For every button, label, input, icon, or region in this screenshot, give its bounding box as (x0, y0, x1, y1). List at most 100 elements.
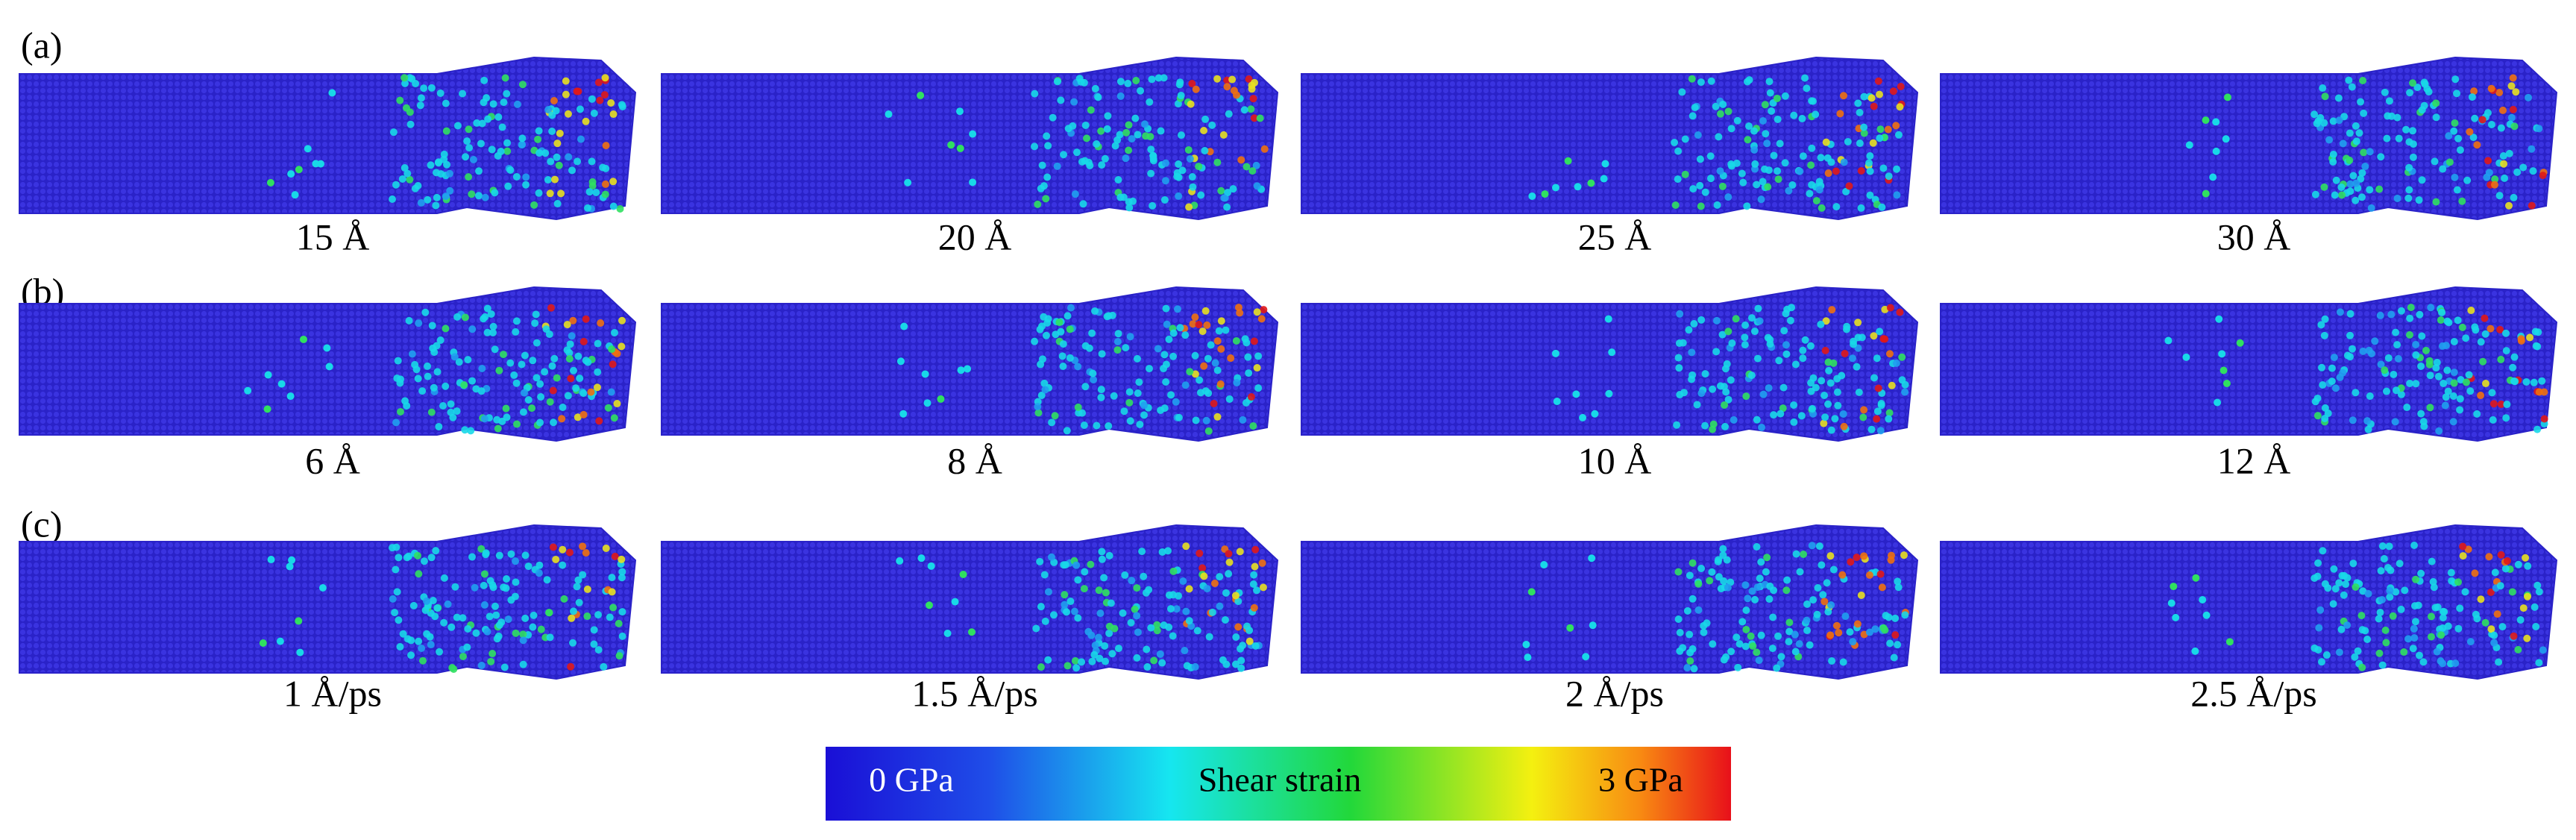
strain-atom (288, 556, 296, 564)
strain-atom (2407, 304, 2415, 312)
strain-atom (1719, 545, 1727, 553)
strain-atom (1125, 398, 1134, 407)
strain-atom (1074, 403, 1082, 411)
strain-atom (1167, 391, 1175, 399)
strain-atom (244, 386, 252, 395)
strain-atom (1734, 663, 1742, 671)
strain-atom (394, 357, 402, 365)
strain-atom (607, 388, 615, 396)
strain-atom (1728, 339, 1736, 348)
strain-atom (1237, 156, 1245, 164)
strain-atom (1199, 564, 1207, 572)
strain-atom (325, 363, 333, 371)
strain-atom (565, 354, 574, 363)
strain-atom (1680, 389, 1688, 397)
strain-atom (1078, 157, 1086, 166)
strain-atom (1114, 645, 1122, 653)
strain-atom (2358, 663, 2366, 671)
strain-atom (579, 410, 588, 419)
strain-atom (1892, 122, 1900, 130)
strain-atom (480, 581, 488, 589)
strain-atom (1821, 413, 1829, 421)
strain-atom (2357, 98, 2365, 106)
strain-atom (1765, 595, 1774, 604)
strain-atom (1776, 140, 1784, 148)
strain-atom (1876, 134, 1884, 142)
strain-atom (1798, 115, 1806, 123)
strain-atom (1222, 326, 1230, 334)
strain-atom (2339, 140, 2347, 148)
strain-atom (491, 189, 499, 197)
strain-atom (2488, 389, 2496, 397)
strain-atom (1894, 577, 1902, 586)
atom-slab (1301, 286, 1919, 442)
strain-atom (1796, 568, 1804, 576)
strain-atom (1681, 170, 1689, 178)
strain-atom (1683, 664, 1691, 672)
strain-atom (1213, 413, 1222, 421)
strain-atom (537, 625, 545, 633)
strain-atom (2524, 562, 2532, 570)
strain-atom (1225, 395, 1234, 403)
strain-atom (2220, 366, 2228, 374)
strain-atom (1860, 129, 1868, 137)
strain-atom (1818, 204, 1826, 212)
strain-atom (1688, 112, 1697, 120)
strain-atom (1247, 105, 1255, 113)
strain-atom (421, 308, 430, 316)
strain-atom (1791, 360, 1800, 369)
strain-atom (1131, 605, 1139, 613)
strain-atom (406, 120, 415, 128)
strain-atom (1201, 147, 1209, 155)
strain-atom (560, 595, 568, 603)
strain-atom (1188, 173, 1196, 181)
strain-atom (1036, 557, 1044, 565)
strain-atom (1865, 159, 1873, 167)
strain-atom (1078, 658, 1086, 666)
strain-atom (1063, 427, 1071, 435)
strain-atom (1691, 104, 1699, 112)
strain-atom (264, 371, 272, 379)
strain-atom (1841, 612, 1850, 621)
strain-atom (408, 350, 416, 358)
strain-atom (465, 173, 473, 181)
strain-atom (1785, 618, 1794, 627)
strain-atom (468, 190, 476, 198)
strain-atom (1228, 75, 1237, 84)
strain-atom (1753, 542, 1761, 551)
strain-atom (2490, 631, 2498, 639)
strain-atom (2328, 364, 2336, 372)
strain-atom (1184, 145, 1193, 154)
strain-atom (1251, 545, 1260, 554)
strain-atom (2454, 578, 2463, 586)
strain-atom (1186, 368, 1194, 376)
strain-atom (2466, 638, 2475, 646)
strain-atom (276, 637, 284, 645)
strain-atom (1124, 79, 1132, 87)
strain-atom (1147, 624, 1155, 632)
panel-label: 6 Å (305, 439, 360, 481)
strain-atom (2445, 132, 2453, 140)
strain-atom (2507, 82, 2516, 90)
strain-atom (1186, 154, 1194, 163)
strain-atom (463, 137, 471, 145)
strain-atom (2411, 618, 2419, 626)
strain-atom (2451, 75, 2460, 84)
strain-atom (2437, 657, 2445, 665)
strain-atom (599, 163, 607, 172)
strain-atom (2533, 425, 2542, 433)
strain-atom (423, 630, 431, 638)
strain-atom (568, 332, 576, 340)
strain-atom (2358, 626, 2366, 634)
strain-atom (522, 181, 530, 189)
atom-slab (661, 56, 1279, 221)
simulation-panel (19, 524, 637, 680)
strain-atom (1815, 186, 1823, 194)
strain-atom (2416, 310, 2424, 319)
strain-atom (2456, 146, 2464, 154)
strain-atom (489, 583, 497, 592)
strain-atom (416, 101, 424, 110)
strain-atom (1790, 111, 1798, 119)
strain-atom (1876, 90, 1884, 98)
strain-atom (1185, 203, 1193, 211)
